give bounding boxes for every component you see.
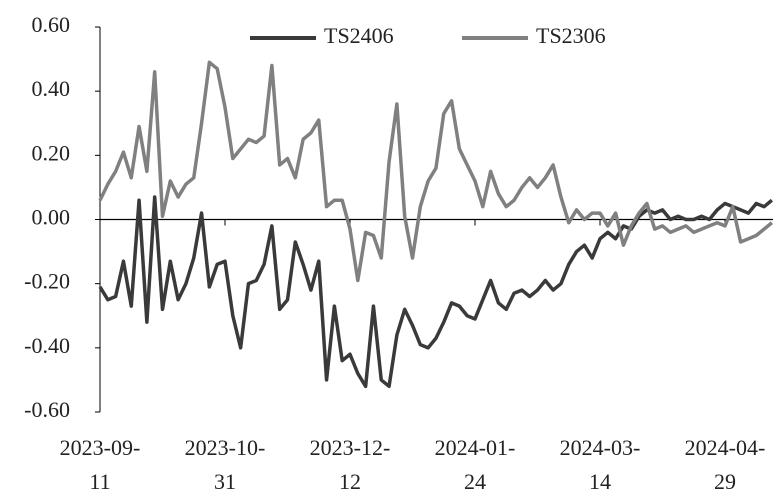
legend-label: TS2406 xyxy=(324,23,394,48)
y-tick-label: -0.20 xyxy=(24,269,70,294)
x-tick-label: 2024-04-29 xyxy=(685,435,766,494)
x-tick-label: 2023-10-31 xyxy=(185,435,266,494)
y-tick-label: 0.20 xyxy=(32,140,71,165)
x-tick-label: 2024-01-24 xyxy=(435,435,516,494)
y-tick-label: 0.00 xyxy=(32,205,71,230)
legend-label: TS2306 xyxy=(536,23,606,48)
series-line xyxy=(98,195,773,389)
x-tick-label: 2024-03-14 xyxy=(560,435,641,494)
y-tick-label: -0.40 xyxy=(24,333,70,358)
y-tick-label: 0.60 xyxy=(32,12,71,37)
y-tick-label: 0.40 xyxy=(32,76,71,101)
x-tick-label: 2023-09-11 xyxy=(60,435,141,494)
x-tick-label: 2023-12-12 xyxy=(310,435,391,494)
y-tick-label: -0.60 xyxy=(24,397,70,422)
series-line xyxy=(98,60,773,283)
